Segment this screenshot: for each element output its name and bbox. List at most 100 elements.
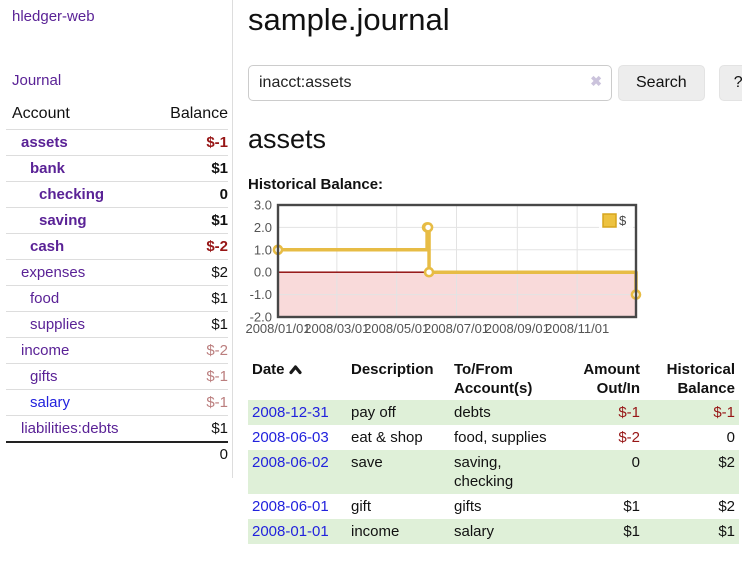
transaction-description-cell: save xyxy=(351,454,383,471)
x-tick-label: 2008/11/01 xyxy=(545,321,609,336)
register-col-historical-balance: Historical Balance xyxy=(644,358,739,400)
main-content: sample.journal ✖ Search ? assets Histori… xyxy=(233,0,742,544)
transaction-date-link-cell: 2008-06-01 xyxy=(248,494,347,519)
y-tick-label: 2.0 xyxy=(254,220,272,235)
transaction-balance-cell: 0 xyxy=(726,429,735,446)
transaction-balance-cell: $-1 xyxy=(713,404,735,421)
account-row: saving $1 xyxy=(6,207,228,234)
nav-journal-link[interactable]: Journal xyxy=(12,72,62,89)
legend-swatch xyxy=(602,213,617,228)
register-col-label: To/From Account(s) xyxy=(454,361,533,397)
search-input-wrap: ✖ xyxy=(248,65,612,101)
y-tick-label: -2.0 xyxy=(250,310,272,325)
data-point-marker xyxy=(422,222,434,233)
y-tick-label: -1.0 xyxy=(250,287,272,302)
account-row: liabilities:debts $1 xyxy=(6,415,228,442)
y-tick-label: 1.0 xyxy=(254,242,272,257)
search-input[interactable] xyxy=(248,65,612,101)
transaction-amount-cell: $1 xyxy=(623,523,640,540)
y-tick-label: 0.0 xyxy=(254,265,272,280)
account-link[interactable]: saving xyxy=(39,212,87,229)
transaction-description-cell: income xyxy=(351,523,400,540)
transaction-description-cell: gift xyxy=(351,498,372,515)
transaction-amount-cell: $1 xyxy=(623,498,640,515)
page-title: sample.journal xyxy=(248,2,450,37)
transaction-balance-cell: $2 xyxy=(718,498,735,515)
account-cell: gifts xyxy=(6,363,148,390)
transaction-date-link-cell: 2008-01-01 xyxy=(248,519,347,544)
account-balance-table: Account Balance assets $-1 bank $1 checking 0… xyxy=(6,103,228,466)
y-tick-label: 3.0 xyxy=(254,198,272,213)
transaction-accounts-cell: saving, checking xyxy=(454,454,514,490)
transaction-balance-cell: $2 xyxy=(718,454,735,471)
transaction-date-link[interactable]: 2008-06-03 xyxy=(252,429,329,446)
data-point-marker xyxy=(423,266,435,278)
chart-title: Historical Balance: xyxy=(248,176,384,193)
account-row: expenses $2 xyxy=(6,259,228,286)
transaction-balance-cell: $1 xyxy=(718,523,735,540)
register-row: 2008-06-01 gift gifts $1 $2 xyxy=(248,494,739,519)
balance-cell: $-1 xyxy=(147,129,228,156)
transaction-accounts-cell: gifts xyxy=(454,498,482,515)
transaction-date-link[interactable]: 2008-12-31 xyxy=(252,404,329,421)
account-cell: checking xyxy=(6,181,148,208)
x-tick-label: 2008/03/01 xyxy=(304,321,369,336)
account-table-body: assets $-1 bank $1 checking 0 saving $1 cash $-2 e… xyxy=(6,129,228,442)
transaction-date-link[interactable]: 2008-06-02 xyxy=(252,454,329,471)
account-row: food $1 xyxy=(6,285,228,312)
transaction-amount-cell: $-1 xyxy=(618,404,640,421)
help-button[interactable]: ? xyxy=(718,65,742,101)
account-link[interactable]: food xyxy=(30,290,60,307)
app-title-link[interactable]: hledger-web xyxy=(12,8,95,25)
account-cell: saving xyxy=(6,207,148,234)
account-link[interactable]: salary xyxy=(30,394,71,411)
plot-border xyxy=(276,203,638,319)
register-row: 2008-12-31 pay off debts $-1 $-1 xyxy=(248,400,739,425)
account-table-header: Account Balance xyxy=(6,103,228,130)
account-row: supplies $1 xyxy=(6,311,228,338)
transaction-accounts-cell: food, supplies xyxy=(454,429,547,446)
account-link[interactable]: assets xyxy=(21,134,68,151)
account-link[interactable]: checking xyxy=(39,186,105,203)
search-bar: ✖ Search ? xyxy=(248,65,742,101)
transaction-date-link[interactable]: 2008-01-01 xyxy=(252,523,329,540)
balance-chart-svg: $3.0 2.0 1.0 0.0 -1.0 -2.02008/01/012008/03/0… xyxy=(245,198,642,336)
account-cell: income xyxy=(6,337,148,364)
register-col-label: Description xyxy=(351,361,434,378)
balance-cell: 0 xyxy=(147,181,228,208)
transaction-date-link-cell: 2008-06-02 xyxy=(248,450,347,494)
register-col-label: Date xyxy=(252,361,285,378)
account-link[interactable]: expenses xyxy=(21,264,86,281)
balance-cell: $-1 xyxy=(147,363,228,390)
transaction-date-link-cell: 2008-06-03 xyxy=(248,425,347,450)
account-link[interactable]: cash xyxy=(30,238,65,255)
sidebar: hledger-web Journal Account Balance asse… xyxy=(0,0,233,478)
register-table: Date Description To/From Account(s) Amount … xyxy=(248,358,739,544)
transaction-date-link[interactable]: 2008-06-01 xyxy=(252,498,329,515)
balance-cell: $1 xyxy=(147,415,228,442)
account-row: salary $-1 xyxy=(6,389,228,416)
transaction-date-link-cell: 2008-12-31 xyxy=(248,400,347,425)
register-body: 2008-12-31 pay off debts $-1 $-1 2008-06-03 ea… xyxy=(248,400,739,544)
account-row: cash $-2 xyxy=(6,233,228,260)
search-button[interactable]: Search xyxy=(618,65,705,101)
transaction-description-cell: eat & shop xyxy=(351,429,423,446)
register-col-label: Amount Out/In xyxy=(583,361,640,397)
account-link[interactable]: liabilities:debts xyxy=(21,420,119,437)
register-col-date[interactable]: Date xyxy=(248,358,347,400)
transaction-amount-cell: $-2 xyxy=(618,429,640,446)
balance-cell: $2 xyxy=(147,259,228,286)
account-link[interactable]: supplies xyxy=(30,316,86,333)
account-link[interactable]: bank xyxy=(30,160,66,177)
account-link[interactable]: gifts xyxy=(30,368,58,385)
register-row: 2008-06-03 eat & shop food, supplies $-2 0 xyxy=(248,425,739,450)
account-column-header: Account xyxy=(12,105,70,122)
balance-column-header: Balance xyxy=(170,105,228,122)
register-col-to-from-account-s-: To/From Account(s) xyxy=(450,358,558,400)
balance-cell: $-1 xyxy=(147,389,228,416)
transaction-description-cell: pay off xyxy=(351,404,396,421)
clear-search-icon[interactable]: ✖ xyxy=(590,73,602,89)
register-col-label: Historical Balance xyxy=(666,361,735,397)
balance-cell: $-2 xyxy=(147,233,228,260)
account-link[interactable]: income xyxy=(21,342,70,359)
